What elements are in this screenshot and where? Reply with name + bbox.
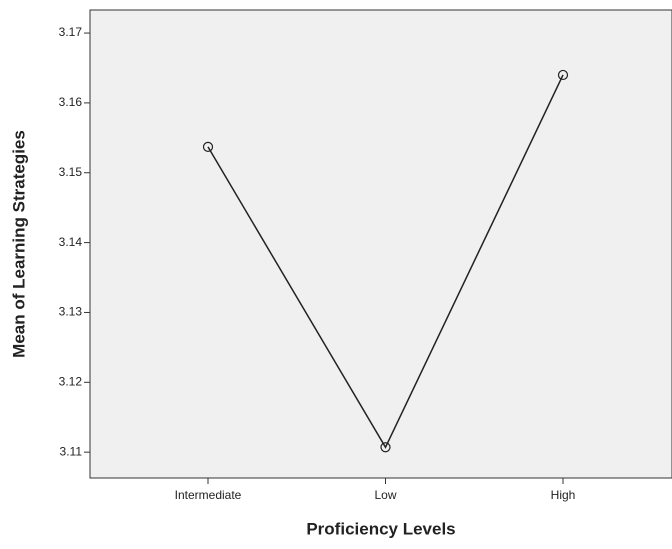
x-tick-label: Low bbox=[374, 488, 396, 502]
y-tick-label: 3.12 bbox=[59, 374, 83, 388]
marker bbox=[380, 442, 391, 453]
marker bbox=[202, 141, 214, 153]
y-axis-title: Mean of Learning Strategies bbox=[9, 130, 28, 358]
y-tick-label: 3.11 bbox=[60, 444, 83, 458]
y-tick-label: 3.14 bbox=[59, 235, 83, 249]
y-tick-label: 3.13 bbox=[59, 305, 83, 319]
x-tick-label: Intermediate bbox=[175, 488, 242, 502]
y-tick-label: 3.17 bbox=[59, 25, 83, 39]
x-tick-label: High bbox=[551, 488, 576, 502]
line bbox=[207, 74, 564, 449]
x-axis-title: Proficiency Levels bbox=[306, 519, 455, 538]
y-tick-label: 3.16 bbox=[59, 95, 83, 109]
plot-area bbox=[89, 9, 672, 479]
y-tick-label: 3.15 bbox=[59, 165, 83, 179]
marker bbox=[557, 69, 569, 81]
